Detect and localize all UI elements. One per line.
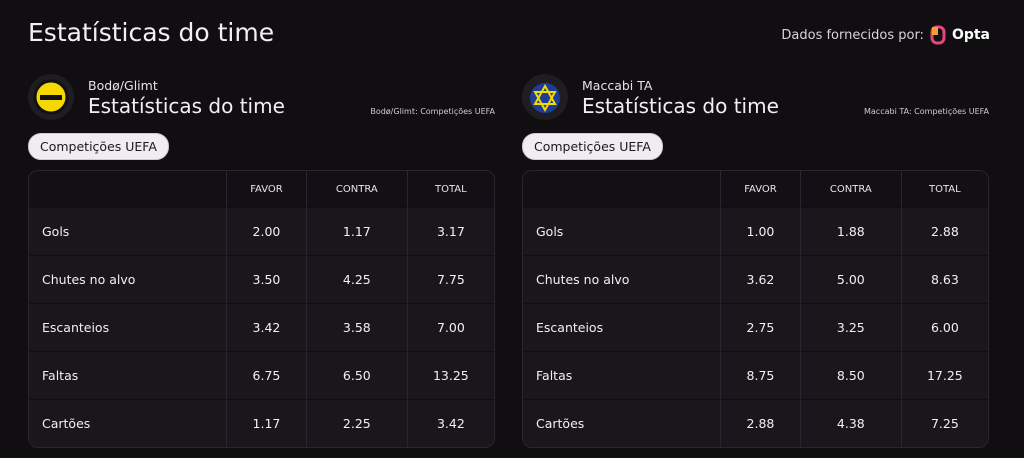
stat-label: Chutes no alvo xyxy=(523,255,720,303)
stat-value: 4.25 xyxy=(305,255,407,303)
stat-value: 8.75 xyxy=(720,351,800,399)
stat-value: 2.00 xyxy=(226,207,306,255)
stat-value: 2.75 xyxy=(720,303,800,351)
stat-value: 5.00 xyxy=(799,255,901,303)
provider: Dados fornecidos por: Opta xyxy=(781,25,990,45)
stat-value: 2.88 xyxy=(720,399,800,447)
stat-value: 7.25 xyxy=(900,399,988,447)
stat-row: Faltas 8.75 8.50 17.25 xyxy=(523,351,988,399)
source-note: Maccabi TA: Competições UEFA xyxy=(864,107,989,116)
stat-value: 6.50 xyxy=(305,351,407,399)
stat-value: 1.88 xyxy=(799,207,901,255)
stats-table: FAVOR CONTRA TOTAL Gols 2.00 1.17 3.17 Chutes n… xyxy=(28,170,495,448)
stat-row: Escanteios 2.75 3.25 6.00 xyxy=(523,303,988,351)
stat-value: 2.88 xyxy=(900,207,988,255)
stat-label: Cartões xyxy=(523,399,720,447)
stat-value: 1.17 xyxy=(305,207,407,255)
stat-row: Faltas 6.75 6.50 13.25 xyxy=(29,351,494,399)
stat-value: 8.63 xyxy=(900,255,988,303)
logo-art xyxy=(530,83,560,113)
stat-value: 3.42 xyxy=(406,399,494,447)
column-header: CONTRA xyxy=(305,171,407,207)
stat-row: Cartões 1.17 2.25 3.42 xyxy=(29,399,494,447)
logo-art xyxy=(33,79,69,115)
stat-row: Cartões 2.88 4.38 7.25 xyxy=(523,399,988,447)
stat-value: 3.58 xyxy=(305,303,407,351)
stat-value: 1.17 xyxy=(226,399,306,447)
stat-value: 6.75 xyxy=(226,351,306,399)
team-name: Bodø/Glimt xyxy=(88,78,158,93)
filter-chip[interactable]: Competições UEFA xyxy=(28,133,169,160)
stat-row: Chutes no alvo 3.50 4.25 7.75 xyxy=(29,255,494,303)
team-logo xyxy=(522,74,568,120)
provider-name: Opta xyxy=(951,27,990,43)
team-name: Maccabi TA xyxy=(582,78,653,93)
column-header: TOTAL xyxy=(406,171,494,207)
stat-label: Escanteios xyxy=(29,303,226,351)
stat-value: 4.38 xyxy=(799,399,901,447)
stats-table: FAVOR CONTRA TOTAL Gols 1.00 1.88 2.88 Chutes n… xyxy=(522,170,989,448)
stat-label: Chutes no alvo xyxy=(29,255,226,303)
stat-value: 7.00 xyxy=(406,303,494,351)
stat-row: Escanteios 3.42 3.58 7.00 xyxy=(29,303,494,351)
stat-value: 3.17 xyxy=(406,207,494,255)
stat-value: 13.25 xyxy=(406,351,494,399)
stat-value: 3.62 xyxy=(720,255,800,303)
stat-value: 3.50 xyxy=(226,255,306,303)
header-row: FAVOR CONTRA TOTAL xyxy=(29,171,494,207)
header-cell xyxy=(523,171,720,207)
stat-label: Gols xyxy=(29,207,226,255)
stat-row: Gols 2.00 1.17 3.17 xyxy=(29,207,494,255)
stat-label: Cartões xyxy=(29,399,226,447)
stat-value: 6.00 xyxy=(900,303,988,351)
header-cell xyxy=(29,171,226,207)
provider-label: Dados fornecidos por: xyxy=(781,27,924,43)
team-panel: Maccabi TA Estatísticas do time Maccabi TA… xyxy=(522,72,989,448)
stat-value: 1.00 xyxy=(720,207,800,255)
stat-value: 8.50 xyxy=(799,351,901,399)
column-header: FAVOR xyxy=(226,171,306,207)
stat-value: 3.25 xyxy=(799,303,901,351)
header-row: FAVOR CONTRA TOTAL xyxy=(523,171,988,207)
stat-row: Gols 1.00 1.88 2.88 xyxy=(523,207,988,255)
team-title: Estatísticas do time xyxy=(582,94,779,118)
team-panel: Bodø/Glimt Estatísticas do time Bodø/Glimt… xyxy=(28,72,495,448)
column-header: CONTRA xyxy=(799,171,901,207)
stat-label: Gols xyxy=(523,207,720,255)
stat-value: 17.25 xyxy=(900,351,988,399)
stat-row: Chutes no alvo 3.62 5.00 8.63 xyxy=(523,255,988,303)
stat-value: 7.75 xyxy=(406,255,494,303)
team-logo xyxy=(28,74,74,120)
stat-value: 3.42 xyxy=(226,303,306,351)
column-header: TOTAL xyxy=(900,171,988,207)
team-title: Estatísticas do time xyxy=(88,94,285,118)
stat-value: 2.25 xyxy=(305,399,407,447)
stat-label: Faltas xyxy=(523,351,720,399)
filter-chip[interactable]: Competições UEFA xyxy=(522,133,663,160)
source-note: Bodø/Glimt: Competições UEFA xyxy=(370,107,495,116)
column-header: FAVOR xyxy=(720,171,800,207)
stat-label: Faltas xyxy=(29,351,226,399)
opta-icon xyxy=(930,25,946,45)
page-title: Estatísticas do time xyxy=(28,18,275,47)
stat-label: Escanteios xyxy=(523,303,720,351)
